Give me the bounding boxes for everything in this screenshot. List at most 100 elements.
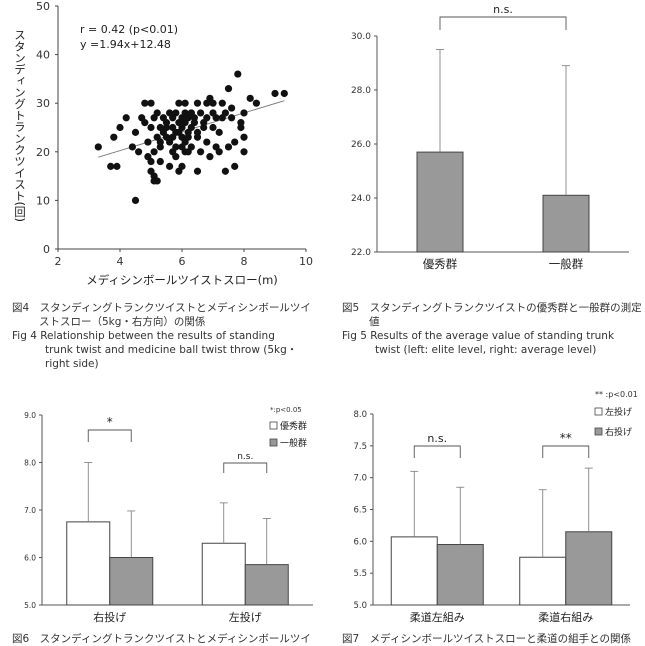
fig4-caption-en-1: Fig 4 Relationship between the results o… [12, 330, 275, 342]
fig4-scatter-point [193, 99, 202, 107]
fig5-y-tick-label: 26.0 [351, 140, 371, 150]
fig4-scatter-point [147, 157, 155, 166]
fig4-scatter-point [224, 85, 233, 93]
fig4-scatter-point [172, 109, 180, 117]
fig4-scatter-point [209, 99, 217, 107]
fig7-left-throw-legend-label: 左投げ [605, 406, 632, 418]
fig4-scatter-point [212, 114, 220, 122]
fig6-average-legend-swatch [269, 438, 278, 447]
fig5-significance-label: n.s. [493, 3, 513, 16]
fig5-y-tick-label: 24.0 [351, 194, 371, 204]
fig4-y-tick-label: 10 [36, 194, 50, 207]
fig4-scatter-point [150, 148, 158, 156]
fig4-scatter-point [221, 109, 229, 117]
fig6-y-tick-label: 9.0 [24, 411, 36, 420]
fig5-caption-ja-1: 図5 スタンディングトランクツイストの優秀群と一般群の測定 [342, 302, 642, 314]
fig6-elite-legend-label: 優秀群 [280, 420, 307, 432]
fig6-right-bracket [87, 429, 132, 442]
fig4-scatter-point [116, 123, 124, 132]
fig5-category-label: 一般群 [549, 257, 584, 271]
fig7-bar [519, 556, 567, 606]
fig6-legend-note: *:p<0.05 [270, 406, 302, 414]
fig6-y-tick-label: 7.0 [24, 506, 36, 515]
fig6-elite-legend-swatch [269, 421, 278, 430]
fig4-scatter-point [172, 143, 180, 151]
fig4-scatter-point [231, 162, 239, 170]
fig4-scatter-point [187, 143, 195, 151]
fig5-y-tick-label: 28.0 [351, 86, 371, 96]
fig7-y-tick-label: 8.0 [353, 410, 367, 420]
fig5-caption-ja-2: 値 [369, 316, 380, 328]
fig4-scatter-point [231, 138, 239, 146]
fig4-scatter-point [131, 196, 140, 204]
fig6-caption-ja: 図6 スタンディングトランクツイストとメディシンボールツイ [12, 633, 311, 645]
fig7-category-label: 柔道左組み [410, 610, 465, 624]
fig4-scatter-point [166, 162, 174, 170]
fig6-y-tick-label: 5.0 [24, 601, 36, 610]
fig4-scatter-point [162, 119, 171, 127]
fig4-scatter-point [234, 70, 242, 78]
fig7-bar [565, 531, 613, 606]
fig4-scatter-point [271, 89, 279, 98]
fig4-scatter-point [228, 114, 236, 122]
fig4-scatter-point [153, 109, 161, 117]
fig6-category-label: 右投げ [93, 610, 126, 624]
fig4-scatter-point [246, 94, 254, 102]
fig4-caption-en-3: right side) [45, 358, 99, 370]
fig4-x-axis-label: メディシンボールツイストスロー(m) [86, 273, 278, 287]
fig4-scatter-point [197, 148, 205, 156]
fig6-left-bracket [223, 462, 268, 473]
fig7-right-bracket [542, 445, 590, 458]
fig5-caption-en-2: twist (left: elite level, right: average… [375, 344, 597, 356]
fig5-y-tick-label: 30.0 [351, 32, 371, 42]
fig7-caption: 図7 メディシンボールツイストスローと柔道の組手との関係 [342, 632, 642, 646]
fig4-scatter-point [113, 162, 121, 170]
fig4-scatter-point [240, 148, 248, 156]
fig5-bracket [439, 16, 567, 30]
fig4-scatter-point [141, 99, 149, 107]
fig4-scatter-point [252, 99, 260, 107]
fig7-legend-note: ** :p<0.01 [595, 390, 638, 399]
fig4-scatter-point [141, 119, 149, 127]
fig4-scatter-point [156, 157, 164, 166]
fig4-scatter-point [110, 133, 118, 141]
fig4-scatter-point [147, 99, 155, 107]
fig6-caption: 図6 スタンディングトランクツイストとメディシンボールツイ [12, 632, 332, 646]
fig4-scatter-point [153, 177, 161, 185]
fig6-bar [109, 557, 154, 606]
fig4-scatter-point [215, 148, 223, 156]
fig4-y-tick-label: 50 [36, 0, 50, 13]
fig4-scatter-point [144, 138, 152, 146]
fig7-y-tick-label: 7.0 [353, 474, 367, 484]
fig4-scatter-point [178, 162, 186, 170]
fig7-caption-ja: 図7 メディシンボールツイストスローと柔道の組手との関係 [342, 633, 632, 645]
fig4-y-tick-label: 0 [43, 243, 50, 256]
fig4-y-tick-label: 30 [36, 97, 50, 110]
fig4-scatter-point [156, 138, 164, 146]
fig4-scatter-point [147, 123, 155, 132]
fig4-scatter-point [122, 114, 130, 122]
fig4-scatter-point [203, 138, 211, 146]
fig6-bar [201, 542, 246, 606]
fig4-scatter-point [128, 143, 136, 151]
fig7-y-tick-label: 5.5 [353, 569, 367, 579]
fig4-scatter-point [197, 109, 205, 117]
fig4-caption-ja-1: 図4 スタンディングトランクツイストとメディシンボールツイ [12, 302, 311, 314]
fig4-y-tick-label: 20 [36, 146, 50, 159]
fig4-scatter-point [172, 153, 180, 161]
fig4-scatter-point [193, 167, 202, 175]
fig4-scatter-point [187, 109, 195, 117]
fig5-category-label: 優秀群 [423, 257, 458, 271]
fig4-x-tick-label: 10 [299, 255, 313, 268]
fig4-scatter-point [218, 99, 226, 107]
fig4-scatter-point [131, 128, 140, 136]
fig4-scatter-point [107, 162, 115, 170]
fig4-scatter-point [237, 119, 245, 127]
fig5-bar [542, 194, 590, 253]
fig4-scatter-point [209, 123, 217, 132]
fig4-scatter-point [228, 104, 236, 112]
fig4-scatter-point [190, 119, 198, 127]
fig4-scatter-point [206, 153, 214, 161]
fig4-scatter-point [280, 89, 288, 98]
fig4-scatter-point [221, 167, 229, 175]
